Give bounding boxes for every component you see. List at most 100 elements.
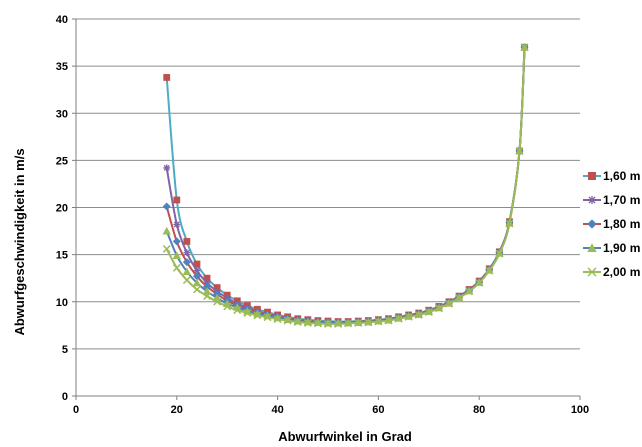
series-4-point-35 [515, 147, 524, 155]
y-tick-label-2: 10 [56, 297, 68, 309]
legend: 1,60 m 1,70 m 1,80 m 1,90 m 2,00 m [583, 169, 640, 279]
series-4-point-12 [283, 316, 292, 325]
y-tick-labels: 0 5 10 15 20 25 30 35 40 [56, 14, 68, 403]
series-4-point-9 [253, 311, 262, 320]
series-3-point-1 [172, 251, 181, 259]
series-4-point-4 [203, 292, 211, 301]
y-tick-label-6: 30 [56, 108, 68, 120]
series-line-0 [165, 47, 526, 323]
legend-marker-1 [588, 196, 596, 204]
y-tick-label-0: 0 [62, 391, 68, 403]
series-4-point-13 [293, 318, 302, 326]
series-1-point-1 [173, 221, 181, 228]
series-4-point-11 [273, 315, 282, 324]
series-0-point-3 [193, 260, 201, 268]
series-2-point-1 [172, 237, 181, 246]
series-line-2 [165, 47, 526, 324]
series-4-point-10 [263, 313, 272, 322]
y-tick-label-7: 35 [56, 61, 68, 73]
series-4-point-19 [354, 319, 363, 327]
series-4-point-25 [414, 311, 423, 319]
series-2-point-0 [162, 202, 171, 211]
legend-marker-4 [587, 267, 597, 277]
series-2 [162, 43, 529, 327]
series-line-4 [165, 47, 526, 325]
series-4 [162, 43, 529, 328]
x-tick-label-2: 40 [271, 404, 283, 416]
y-tick-label-8: 40 [56, 14, 68, 26]
series-4-point-36 [520, 43, 529, 52]
x-tick-labels: 0 20 40 60 80 100 [73, 404, 589, 416]
series-4-point-26 [424, 308, 433, 317]
series-4-point-31 [475, 278, 484, 287]
series-4-point-22 [384, 316, 393, 325]
series-4-point-8 [243, 309, 252, 317]
series-4-point-6 [223, 302, 232, 311]
legend-label-4: 2,00 m [603, 265, 640, 279]
legend-marker-3 [587, 243, 597, 252]
series-4-point-34 [505, 219, 514, 228]
series-4-point-14 [303, 319, 312, 327]
series-4-point-16 [324, 319, 332, 328]
series-4-point-5 [213, 297, 222, 306]
series-layer [162, 43, 529, 328]
series-2-point-2 [182, 258, 191, 267]
series-0 [163, 43, 528, 325]
series-4-point-28 [445, 299, 453, 308]
series-3 [162, 43, 529, 327]
x-tick-label-5: 100 [571, 404, 589, 416]
x-tick-label-3: 60 [372, 404, 384, 416]
series-4-point-0 [162, 245, 171, 253]
series-1-point-2 [183, 249, 191, 257]
axes [72, 18, 581, 400]
series-4-point-15 [313, 319, 322, 328]
series-4-point-33 [495, 249, 504, 258]
legend-marker-0 [588, 172, 596, 180]
legend-marker-2 [587, 219, 597, 229]
series-3-point-4 [202, 287, 212, 295]
series-4-point-2 [182, 276, 191, 285]
series-1 [163, 43, 528, 326]
series-2-point-3 [192, 272, 201, 281]
series-4-point-1 [172, 263, 181, 272]
legend-label-0: 1,60 m [603, 169, 640, 183]
series-4-point-30 [465, 287, 474, 296]
legend-label-2: 1,80 m [603, 217, 640, 231]
series-3-point-0 [162, 226, 171, 235]
series-4-point-18 [344, 319, 353, 328]
gridlines [76, 18, 580, 350]
series-4-point-7 [233, 306, 242, 315]
x-tick-label-0: 0 [73, 404, 79, 416]
legend-label-3: 1,90 m [603, 241, 640, 255]
series-1-point-0 [163, 164, 171, 172]
series-4-point-3 [193, 285, 201, 294]
series-0-point-5 [213, 284, 221, 292]
x-tick-label-1: 20 [171, 404, 183, 416]
x-axis-title: Abwurfwinkel in Grad [278, 429, 412, 444]
y-tick-label-1: 5 [62, 344, 68, 356]
series-0-point-0 [163, 74, 171, 81]
series-4-point-27 [434, 304, 443, 313]
y-tick-label-3: 15 [56, 250, 68, 262]
y-tick-label-5: 25 [56, 155, 68, 167]
series-4-point-32 [485, 266, 494, 275]
series-1-point-3 [193, 267, 201, 275]
series-4-point-20 [364, 318, 373, 327]
series-4-point-29 [455, 294, 463, 302]
y-tick-label-4: 20 [56, 203, 68, 215]
series-4-point-24 [404, 312, 413, 321]
series-line-3 [165, 47, 526, 324]
legend-label-1: 1,70 m [603, 193, 640, 207]
series-0-point-1 [173, 196, 181, 204]
series-3-point-2 [182, 267, 192, 275]
series-0-point-2 [183, 238, 191, 245]
series-line-1 [165, 47, 526, 324]
series-4-point-21 [374, 317, 383, 326]
x-tick-label-4: 80 [473, 404, 485, 416]
series-4-point-17 [334, 319, 343, 328]
y-axis-title: Abwurfgeschwindigkeit in m/s [12, 148, 27, 335]
series-4-point-23 [394, 314, 403, 323]
series-3-point-3 [192, 278, 202, 287]
series-0-point-4 [203, 274, 211, 282]
